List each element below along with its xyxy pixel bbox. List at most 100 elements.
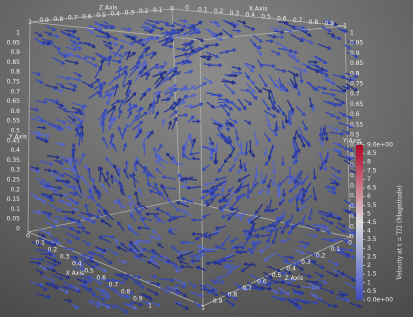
axis-tick-label: 0.4 [350, 152, 360, 159]
axis-tick-label: 0.7 [109, 282, 119, 289]
axis-title: Y Axis [342, 138, 361, 145]
color-tick-label: 1 [367, 279, 371, 286]
axis-tick-label: 0.8 [121, 289, 131, 296]
axis-tick-label: 0.95 [7, 39, 21, 46]
color-legend: 0.0e+00 0.5 11.5 2 2.53 3.54 4.5 55.5 66.5 7 7.58 8… [356, 142, 404, 304]
axis-tick-label: 0.5 [261, 14, 271, 21]
axis-tick-label: 0.5 [84, 268, 94, 275]
axis-tick-label: 0.6 [257, 279, 267, 286]
color-tick-label: 8 [367, 159, 371, 166]
axis-tick-label: 0.1 [198, 6, 208, 13]
axis-tick-label: 0.7 [242, 285, 252, 292]
axis-tick-label: 0.5 [10, 128, 20, 135]
axis-tick-label: 0.1 [153, 7, 163, 14]
color-tick-label: 5.5 [367, 202, 377, 209]
axis-tick-label: 0.8 [350, 70, 360, 77]
axis-tick-label: 0.1 [35, 240, 45, 247]
axis-tick-label: 0.4 [72, 261, 82, 268]
color-bar [356, 145, 363, 300]
color-tick-label: 4.5 [367, 219, 377, 226]
color-tick-label: 6.5 [367, 185, 377, 192]
axis-title: Y Axis [8, 133, 27, 140]
axis-tick-label: 0.4 [286, 266, 296, 273]
axis-tick-label: 0.3 [350, 172, 360, 179]
axis-tick-label: 0.4 [10, 147, 20, 154]
color-tick-label: 2 [367, 262, 371, 269]
color-tick-label: 4 [367, 228, 371, 235]
axis-tick-label: 0.9 [213, 298, 223, 305]
axis-tick-label: 0 [350, 234, 354, 241]
axis-tick-label: 0.7 [293, 17, 303, 24]
axis-tick-label: 0.55 [7, 118, 21, 125]
axis-tick-label: 0.2 [139, 8, 149, 15]
axis-tick-label: 1 [148, 303, 152, 310]
color-tick-label: 7 [367, 176, 371, 183]
axis-title: X Axis [66, 270, 84, 277]
axis-tick-label: 0.4 [245, 12, 255, 19]
axis-tick-label: 0.8 [54, 16, 64, 23]
axis-tick-label: 0.8 [10, 69, 20, 76]
axis-title: Z Axis [285, 275, 303, 282]
color-tick-label: 0.5 [367, 288, 377, 295]
axis-tick-label: 0.05 [7, 216, 21, 223]
color-tick-label: 1.5 [367, 271, 377, 278]
axis-tick-label: 0.55 [350, 121, 364, 128]
axis-tick-label: 1 [350, 30, 354, 37]
axis-tick-label: 0.85 [7, 59, 21, 66]
axis-tick-label: 0 [170, 6, 174, 13]
vector-glyph [34, 21, 359, 307]
axis-tick-label: 0.6 [82, 13, 92, 20]
axis-tick-label: 0.1 [350, 213, 360, 220]
axis-tick-label: 0.7 [350, 91, 360, 98]
axis-tick-label: 0.3 [125, 9, 135, 16]
axis-tick-label: 0.2 [350, 193, 360, 200]
axis-tick-label: 0.5 [350, 132, 360, 139]
axis-tick-label: 0.9 [350, 50, 360, 57]
axis-tick-label: 0 [16, 226, 20, 233]
axis-tick-label: 0 [185, 5, 189, 12]
color-bar-title: Velocity at t = T/2 (Magnitude) [397, 185, 404, 280]
axis-tick-label: 0.2 [48, 247, 58, 254]
axis-tick-label: 0.9 [324, 21, 334, 28]
axis-tick-label: 0.45 [7, 137, 21, 144]
axis-tick-label: 1 [28, 19, 32, 26]
axis-tick-label: 0.25 [7, 177, 21, 184]
axis-tick-label: 0 [348, 240, 352, 247]
color-tick-label: 8.5 [367, 150, 377, 157]
bounding-box [27, 8, 351, 307]
axis-tick-label: 0.7 [10, 88, 20, 95]
axis-tick-label: 0.4 [110, 11, 120, 18]
color-tick-label: 3 [367, 245, 371, 252]
axis-tick-label: 0.8 [228, 292, 238, 299]
axis-tick-label: 0.3 [10, 167, 20, 174]
axis-title: X Axis [249, 6, 267, 13]
color-tick-label: 2.5 [367, 253, 377, 260]
color-tick-label: 7.5 [367, 167, 377, 174]
axis-tick-label: 0.35 [7, 157, 21, 164]
axis-tick-label: 0.9 [39, 17, 49, 24]
vector-glyph [30, 19, 359, 314]
axis-tick-label: 0.6 [277, 15, 287, 22]
vector-glyph [29, 19, 357, 310]
axis-tick-label: 0.1 [10, 206, 20, 213]
axis-tick-label: 0.6 [10, 108, 20, 115]
axis-title: Z Axis [99, 4, 117, 11]
axis-tick-label: 0.75 [7, 79, 21, 86]
axis-tick-label: 0.6 [350, 111, 360, 118]
axis-tick-label: 1 [343, 23, 347, 30]
axis-tick-label: 0.6 [96, 275, 106, 282]
axis-tick-label: 0.95 [350, 40, 364, 47]
vector-glyphs [29, 18, 363, 314]
axis-tick-label: 0.9 [133, 296, 143, 303]
axis-tick-label: 0.3 [301, 259, 311, 266]
axis-tick-label: 0.1 [331, 246, 341, 253]
axis-tick-label: 0.5 [272, 272, 282, 279]
axis-tick-label: 0.3 [230, 10, 240, 17]
color-tick-label: 6 [367, 193, 371, 200]
axis-tick-label: 0.2 [316, 253, 326, 260]
axis-tick-label: 0.75 [350, 81, 364, 88]
color-tick-label: 0.0e+00 [367, 297, 393, 304]
color-tick-label: 9.0e+00 [367, 142, 393, 149]
